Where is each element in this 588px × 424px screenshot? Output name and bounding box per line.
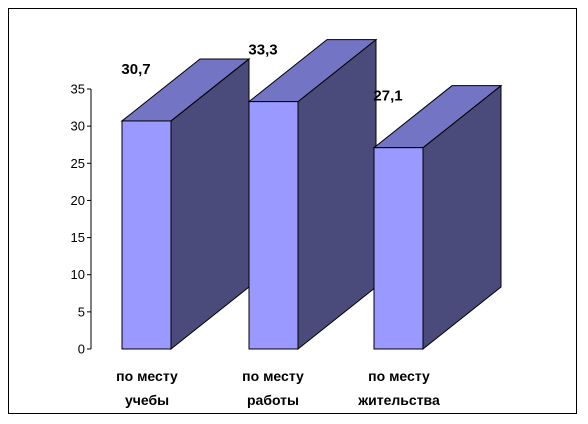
bar-value-label: 33,3	[248, 42, 277, 59]
category-label-line: жительства	[357, 392, 440, 408]
bar-front-face	[373, 147, 424, 350]
category-label-line: по месту	[116, 368, 178, 384]
y-tick-label: 5	[78, 304, 85, 319]
bar-value-label: 27,1	[373, 88, 402, 105]
bar-front-face	[248, 101, 299, 350]
category-label: по месту жительства	[357, 368, 440, 408]
y-tick-label: 10	[71, 267, 85, 282]
y-tick-label: 15	[71, 230, 85, 245]
bar-front-face	[121, 120, 172, 350]
bars	[120, 38, 503, 351]
y-tick-label: 20	[71, 193, 85, 208]
y-tick-label: 30	[71, 119, 85, 134]
bar	[372, 84, 503, 351]
category-label-line: по месту	[368, 368, 430, 384]
bar	[120, 57, 251, 351]
bar-value-label: 30,7	[121, 61, 150, 78]
bar	[247, 38, 378, 351]
category-label-line: по месту	[242, 368, 304, 384]
y-tick-label: 35	[71, 82, 85, 97]
category-label-line: учебы	[125, 392, 169, 408]
category-label: по месту учебы	[116, 368, 178, 408]
y-tick-label: 25	[71, 156, 85, 171]
category-label-line: работы	[247, 392, 299, 408]
category-label: по месту работы	[242, 368, 304, 408]
y-axis: 0 5 10 15 20 25 30 35	[71, 82, 92, 357]
y-tick-label: 0	[78, 342, 85, 357]
